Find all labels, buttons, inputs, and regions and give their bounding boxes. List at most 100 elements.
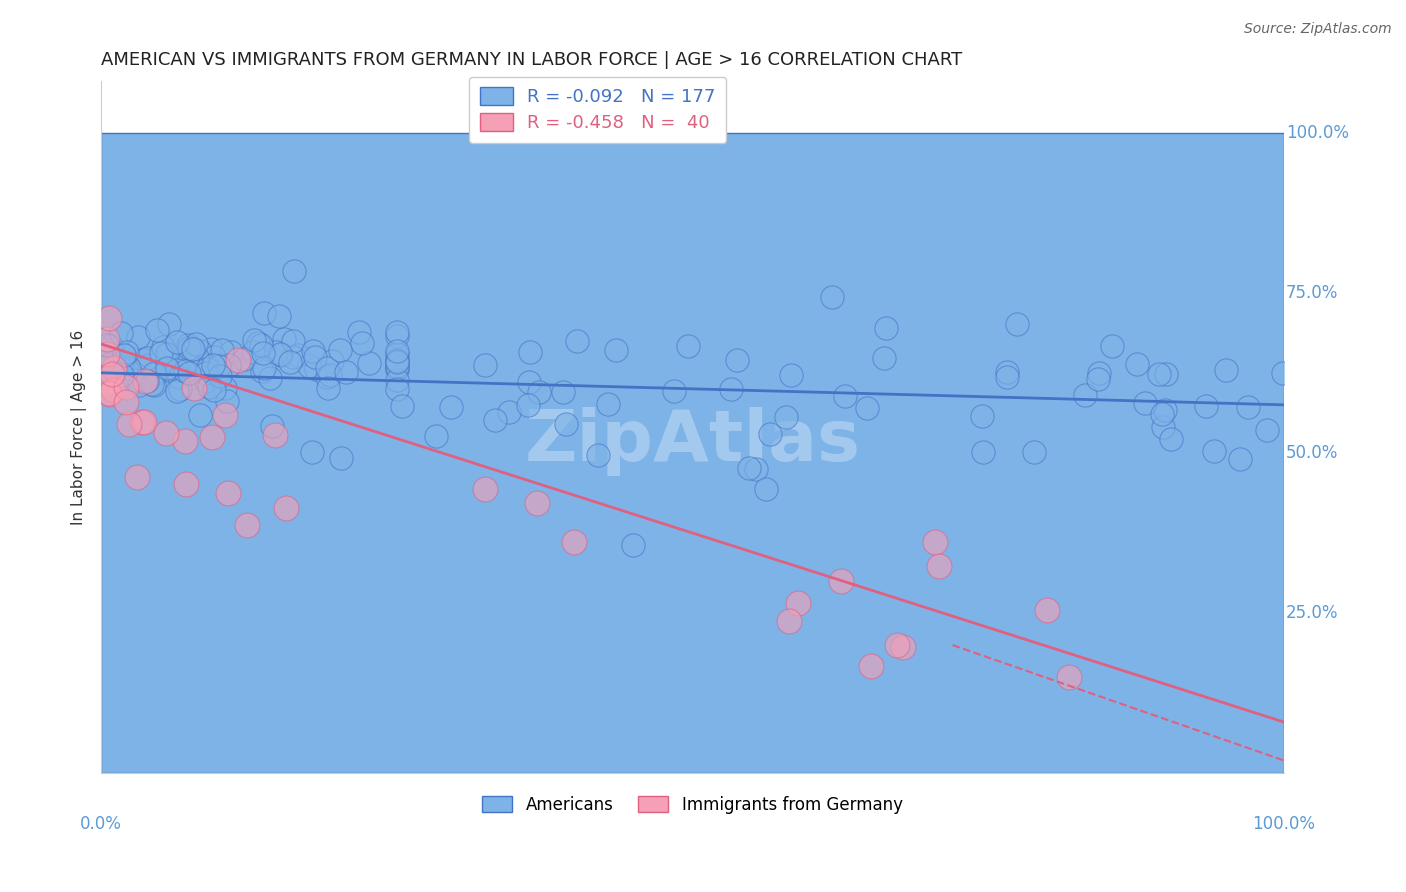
Point [131,415,153,429]
Point [778,614,800,628]
Point [242,334,264,348]
Point [385,355,408,369]
Point [188,354,211,368]
Point [176,347,198,361]
Point [274,501,297,516]
Point [101,367,124,381]
Point [1160,432,1182,446]
Point [298,359,321,374]
Point [156,347,179,361]
Point [252,364,274,378]
Point [117,417,139,431]
Point [128,377,150,392]
Point [200,343,222,357]
Point [202,383,225,397]
Text: 100.0%: 100.0% [1253,814,1315,833]
Point [759,427,782,442]
Point [385,347,408,361]
Point [995,370,1018,384]
Text: 100.0%: 100.0% [1286,124,1348,142]
Point [1057,670,1080,684]
Point [283,334,305,348]
Point [202,358,225,372]
Point [177,337,200,351]
Point [564,535,586,549]
Point [100,342,122,356]
Point [264,428,287,442]
Point [270,349,292,363]
Point [259,371,281,385]
Point [873,351,896,365]
Point [1022,445,1045,459]
Point [188,344,211,359]
Point [385,362,408,376]
Point [830,574,852,588]
Point [385,360,408,375]
Point [623,538,645,552]
Point [516,398,538,412]
Point [155,426,177,441]
Point [484,413,506,427]
Point [96,376,118,391]
Point [316,381,339,395]
Point [181,343,204,357]
Point [176,354,198,368]
Text: Source: ZipAtlas.com: Source: ZipAtlas.com [1244,22,1392,37]
Y-axis label: In Labor Force | Age > 16: In Labor Force | Age > 16 [72,330,87,524]
Point [474,358,496,372]
Point [725,353,748,368]
Point [266,345,288,359]
Point [101,356,124,370]
Point [180,343,202,358]
Point [321,354,343,368]
Point [1035,603,1057,617]
Point [122,373,145,387]
Point [319,368,342,382]
Point [886,638,908,652]
Point [184,337,207,351]
Point [1101,339,1123,353]
Point [236,518,259,533]
Point [208,369,231,384]
Point [304,350,326,364]
Point [208,359,231,374]
Point [720,382,742,396]
Point [179,341,201,355]
Point [391,399,413,413]
Title: AMERICAN VS IMMIGRANTS FROM GERMANY IN LABOR FORCE | AGE > 16 CORRELATION CHART: AMERICAN VS IMMIGRANTS FROM GERMANY IN L… [101,51,962,69]
Point [555,417,578,432]
Point [97,358,120,372]
Point [101,384,124,398]
Point [745,462,768,476]
Point [146,323,169,337]
Point [134,375,156,389]
Point [1237,401,1260,415]
Point [385,352,408,367]
Point [440,400,463,414]
Point [174,477,197,491]
Point [301,343,323,358]
Point [96,337,118,351]
Point [166,384,188,399]
Point [316,360,339,375]
Point [155,363,177,377]
Point [821,291,844,305]
Point [98,385,121,400]
Point [605,343,627,358]
Point [134,415,156,429]
Point [174,364,197,378]
Point [305,362,328,376]
Point [278,355,301,369]
Point [1154,367,1177,381]
Point [1204,444,1226,458]
Point [260,419,283,434]
Point [737,460,759,475]
Point [385,373,408,387]
Point [195,366,218,380]
Point [676,339,699,353]
Point [301,444,323,458]
Point [1087,372,1109,386]
Point [111,368,134,382]
Point [928,559,950,574]
Point [1088,367,1111,381]
